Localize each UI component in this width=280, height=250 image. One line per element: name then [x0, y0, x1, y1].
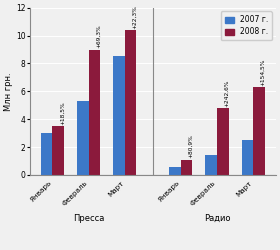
Text: +69,3%: +69,3% — [96, 24, 101, 48]
Bar — [89, 50, 100, 175]
Bar — [77, 101, 89, 175]
Text: Пресса: Пресса — [73, 214, 104, 223]
Bar — [205, 156, 217, 175]
Bar — [41, 133, 52, 175]
Bar — [169, 167, 181, 175]
Text: +154,5%: +154,5% — [260, 58, 265, 86]
Text: Радио: Радио — [204, 214, 230, 223]
Bar — [113, 56, 125, 175]
Text: +22,3%: +22,3% — [132, 5, 137, 28]
Bar — [242, 140, 253, 175]
Bar — [125, 30, 136, 175]
Legend: 2007 г., 2008 г.: 2007 г., 2008 г. — [221, 12, 272, 40]
Bar — [253, 87, 265, 175]
Bar — [181, 160, 192, 175]
Bar — [217, 108, 228, 175]
Text: +242,6%: +242,6% — [224, 79, 229, 107]
Bar — [52, 126, 64, 175]
Text: +80,9%: +80,9% — [188, 134, 193, 158]
Text: +18,5%: +18,5% — [60, 101, 65, 125]
Y-axis label: Млн грн.: Млн грн. — [4, 72, 13, 111]
